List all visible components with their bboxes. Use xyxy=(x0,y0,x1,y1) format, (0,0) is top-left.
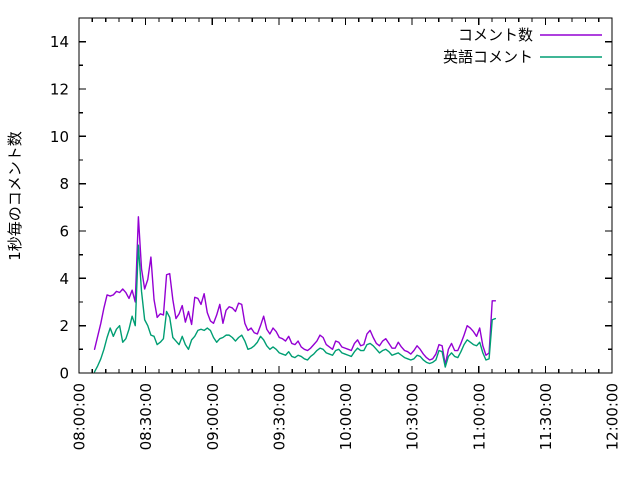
series-line-comment-count xyxy=(93,216,497,366)
y-tick-label: 10 xyxy=(50,128,69,146)
x-axis-ticks: 08:00:00 08:30:00 09:00:00 09:30:00 10:00:00… xyxy=(71,18,622,450)
x-tick-label: 10:30:00 xyxy=(404,383,422,450)
y-tick-label: 2 xyxy=(59,317,69,335)
y-tick-label: 0 xyxy=(59,365,69,383)
y-tick-label: 4 xyxy=(59,270,69,288)
x-tick-label: 11:30:00 xyxy=(537,383,555,450)
legend-label: コメント数 xyxy=(458,26,533,44)
x-tick-label: 09:30:00 xyxy=(270,383,288,450)
y-tick-label: 6 xyxy=(59,223,69,241)
y-axis-title: 1秒毎のコメント数 xyxy=(6,131,24,261)
x-tick-label: 10:00:00 xyxy=(337,383,355,450)
legend-label: 英語コメント xyxy=(443,48,533,66)
series-line-english-comment xyxy=(93,244,497,373)
y-tick-label: 14 xyxy=(50,33,69,51)
data-series-group xyxy=(93,216,497,373)
y-axis-ticks: 0 2 4 6 8 10 12 14 xyxy=(50,17,612,383)
x-tick-label: 08:00:00 xyxy=(71,383,89,450)
x-tick-label: 12:00:00 xyxy=(604,383,622,450)
x-tick-label: 08:30:00 xyxy=(137,383,155,450)
plot-frame xyxy=(78,17,613,374)
x-tick-label: 09:00:00 xyxy=(204,383,222,450)
y-tick-label: 8 xyxy=(59,175,69,193)
x-tick-label: 11:00:00 xyxy=(470,383,488,450)
y-tick-label: 12 xyxy=(50,81,69,99)
